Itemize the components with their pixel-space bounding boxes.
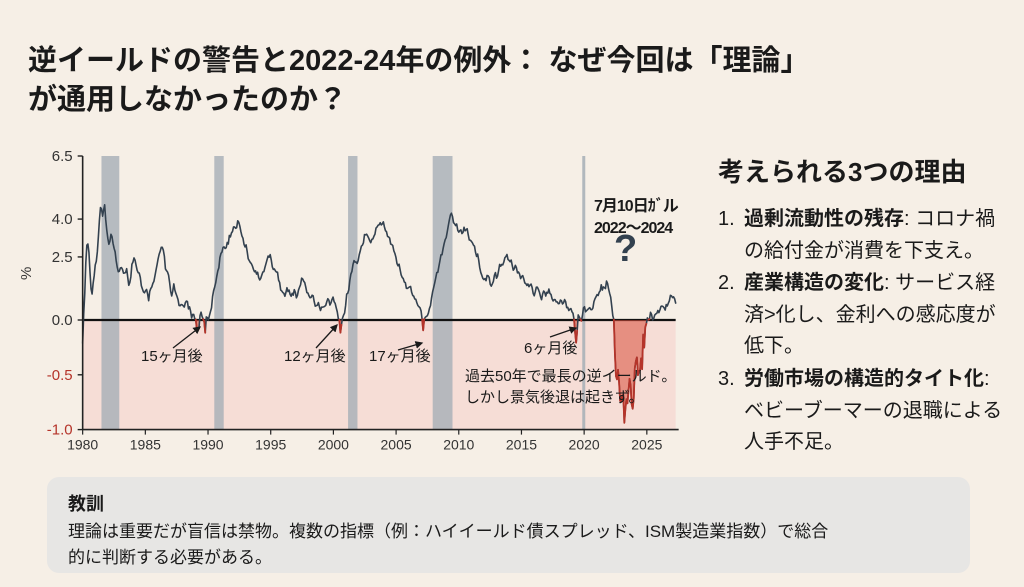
svg-text:-0.5: -0.5 [47, 367, 73, 384]
svg-text:1990: 1990 [192, 437, 223, 453]
svg-text:2015: 2015 [506, 437, 537, 453]
svg-text:1995: 1995 [255, 437, 286, 453]
svg-text:2005: 2005 [381, 437, 412, 453]
svg-text:2010: 2010 [443, 437, 474, 453]
svg-text:1985: 1985 [130, 437, 161, 453]
svg-text:2000: 2000 [318, 437, 349, 453]
svg-text:0.0: 0.0 [52, 312, 73, 329]
svg-text:2025: 2025 [631, 437, 662, 453]
svg-text:4.0: 4.0 [52, 211, 73, 228]
svg-text:6.5: 6.5 [52, 148, 73, 165]
svg-text:1980: 1980 [67, 437, 98, 453]
svg-text:2020: 2020 [569, 437, 600, 453]
svg-text:2.5: 2.5 [52, 249, 73, 266]
